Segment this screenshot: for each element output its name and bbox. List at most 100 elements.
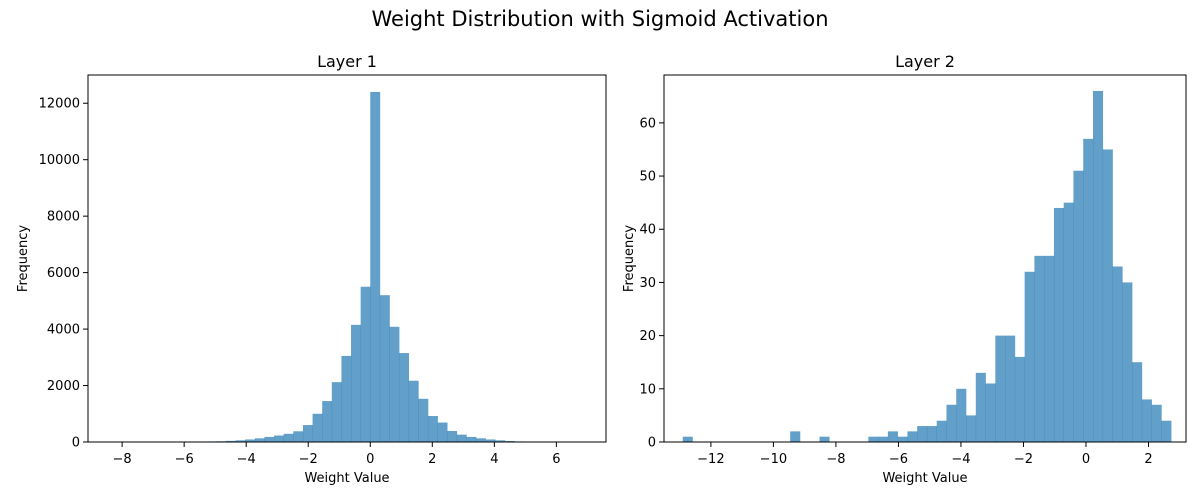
panel-title-layer-2: Layer 2 xyxy=(895,52,955,71)
histogram-bar xyxy=(1014,356,1025,442)
x-ticks-layer-1: −8 −6 −4 −2 0 2 4 6 xyxy=(113,442,561,467)
x-tick-label: −2 xyxy=(299,452,318,467)
histogram-bar xyxy=(682,436,693,442)
histogram-bar xyxy=(1161,420,1172,442)
histogram-bar xyxy=(379,295,390,442)
histogram-bar xyxy=(322,401,333,442)
histogram-bar xyxy=(790,431,801,442)
panel-title-layer-1: Layer 1 xyxy=(317,52,377,71)
y-tick-label: 10000 xyxy=(39,153,80,168)
histogram-bar xyxy=(1083,138,1094,442)
histogram-bar xyxy=(1073,170,1084,443)
x-tick-label: −8 xyxy=(826,452,845,467)
histogram-bar xyxy=(341,355,352,442)
histogram-bar xyxy=(447,430,458,442)
histogram-bar xyxy=(1005,335,1016,442)
y-tick-label: 4000 xyxy=(47,323,80,338)
histogram-bar xyxy=(408,380,419,442)
x-tick-label: 0 xyxy=(366,452,374,467)
histogram-bar xyxy=(907,431,918,442)
panel-layer-2: −12 −10 −8 −6 −4 −2 0 2 0 10 20 30 40 50 60 Layer 2 W… xyxy=(622,52,1187,486)
histogram-bar xyxy=(1053,207,1065,442)
histogram-bar xyxy=(936,420,947,442)
histogram-bar xyxy=(1034,255,1045,442)
histogram-bar xyxy=(995,335,1006,442)
y-tick-label: 6000 xyxy=(47,266,80,281)
plot-frame-layer-2 xyxy=(663,74,1187,443)
y-tick-label: 0 xyxy=(648,436,656,451)
x-axis-label-layer-1: Weight Value xyxy=(304,471,389,486)
panel-layer-1: −8 −6 −4 −2 0 2 4 6 0 2000 4000 6000 8000 10000 12000… xyxy=(16,52,607,486)
histogram-bar xyxy=(1093,90,1104,443)
histogram-bar xyxy=(302,425,313,442)
histogram-bar xyxy=(887,431,898,442)
x-tick-label: −6 xyxy=(889,452,908,467)
x-tick-label: −8 xyxy=(113,452,132,467)
histogram-bar xyxy=(351,324,361,442)
histogram-bar xyxy=(1024,271,1035,442)
x-tick-label: −4 xyxy=(237,452,256,467)
histogram-bar xyxy=(1102,149,1113,442)
y-tick-label: 50 xyxy=(639,170,656,185)
y-tick-label: 60 xyxy=(639,116,656,131)
histogram-bar xyxy=(917,426,928,442)
x-tick-label: 2 xyxy=(428,452,436,467)
y-axis-label-layer-1: Frequency xyxy=(16,225,31,292)
y-tick-label: 8000 xyxy=(47,210,80,225)
histogram-bar xyxy=(1063,202,1074,442)
histogram-bar xyxy=(1122,282,1133,442)
histogram-bar xyxy=(370,91,381,442)
x-tick-label: −4 xyxy=(951,452,970,467)
histogram-bar xyxy=(389,326,400,442)
y-ticks-layer-2: 0 10 20 30 40 50 60 xyxy=(639,116,664,451)
y-tick-label: 40 xyxy=(639,223,656,238)
y-tick-label: 30 xyxy=(639,276,656,291)
x-tick-label: −6 xyxy=(175,452,194,467)
histogram-bar xyxy=(1141,399,1152,442)
histogram-bar xyxy=(975,372,986,442)
histogram-bar xyxy=(1044,255,1055,442)
histogram-bar xyxy=(897,436,908,442)
histogram-bar xyxy=(312,413,323,442)
histogram-bar xyxy=(956,388,967,442)
histogram-bar xyxy=(360,286,371,442)
bars-layer-1 xyxy=(177,91,535,442)
histogram-bar xyxy=(985,383,996,442)
histogram-bar xyxy=(819,436,830,442)
figure-title: Weight Distribution with Sigmoid Activat… xyxy=(371,7,828,31)
histogram-bar xyxy=(283,433,294,442)
histogram-bar xyxy=(456,434,467,442)
x-tick-label: 6 xyxy=(552,452,560,467)
histogram-bar xyxy=(1151,404,1162,442)
histogram-bar xyxy=(293,431,304,442)
y-tick-label: 2000 xyxy=(47,379,80,394)
y-tick-label: 10 xyxy=(639,382,656,397)
histogram-bar xyxy=(926,426,938,442)
histogram-bar xyxy=(226,440,236,442)
x-tick-label: −2 xyxy=(1014,452,1033,467)
histogram-bar xyxy=(437,422,448,442)
histogram-bar xyxy=(264,436,275,442)
histogram-bar xyxy=(878,436,889,442)
histogram-bar xyxy=(1132,362,1143,442)
histogram-bar xyxy=(399,353,410,442)
histogram-bar xyxy=(245,439,256,442)
bars-layer-2 xyxy=(682,90,1172,443)
histogram-bar xyxy=(495,440,506,442)
x-tick-label: −12 xyxy=(697,452,724,467)
y-tick-label: 0 xyxy=(72,436,80,451)
y-axis-label-layer-2: Frequency xyxy=(622,225,637,292)
y-tick-label: 12000 xyxy=(39,97,80,112)
histogram-bar xyxy=(476,438,486,442)
histogram-bar xyxy=(427,416,438,442)
histogram-bar xyxy=(331,382,342,442)
x-tick-label: 0 xyxy=(1082,452,1090,467)
y-tick-label: 20 xyxy=(639,329,656,344)
histogram-bar xyxy=(868,436,879,442)
x-axis-label-layer-2: Weight Value xyxy=(882,471,967,486)
histogram-bar xyxy=(966,415,977,442)
histogram-bar xyxy=(485,439,496,442)
histogram-bar xyxy=(254,438,265,442)
x-tick-label: −10 xyxy=(760,452,787,467)
histogram-bar xyxy=(235,440,246,442)
